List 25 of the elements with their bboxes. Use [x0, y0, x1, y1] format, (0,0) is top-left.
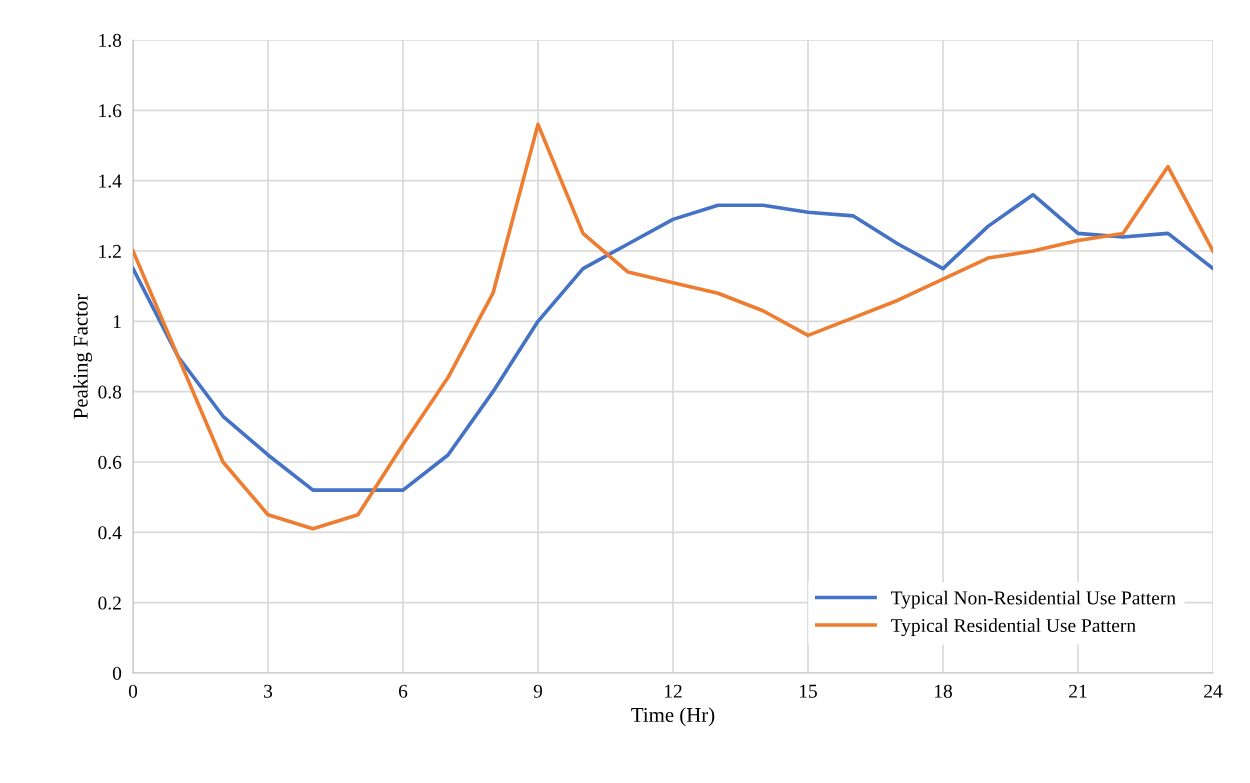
y-axis-title: Peaking Factor [73, 293, 93, 419]
x-tick-label: 12 [664, 684, 682, 698]
x-tick-label: 3 [264, 684, 273, 698]
x-tick-label: 9 [533, 684, 543, 698]
y-tick-label: 1.6 [99, 104, 122, 118]
y-tick-label: 1.2 [99, 244, 121, 259]
x-tick-label: 24 [1204, 684, 1223, 698]
x-tick-label: 0 [128, 684, 138, 698]
y-tick-label: 0.2 [98, 596, 121, 610]
x-tick-label: 18 [934, 684, 952, 698]
y-tick-label: 1 [113, 315, 121, 329]
x-tick-label: 6 [398, 684, 408, 698]
line-series [133, 122, 1213, 531]
x-tick-label: 21 [1069, 684, 1087, 698]
x-axis-title: Time (Hr) [631, 707, 715, 727]
legend-label: Typical Residential Use Pattern [891, 618, 1136, 637]
y-tick-label: 0 [112, 666, 122, 680]
line-series [133, 192, 1213, 492]
y-tick-label: 0.4 [98, 526, 122, 540]
legend-label: Typical Non-Residential Use Pattern [891, 590, 1176, 609]
y-tick-label: 0.8 [98, 385, 122, 399]
y-tick-label: 1.4 [99, 174, 122, 188]
x-tick-label: 15 [799, 684, 817, 698]
y-tick-label: 0.6 [98, 455, 122, 470]
y-tick-label: 1.8 [99, 33, 122, 48]
